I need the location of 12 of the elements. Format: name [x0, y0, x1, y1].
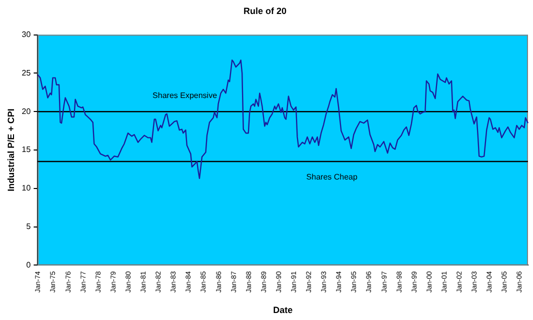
ref-line-label: Shares Cheap: [306, 172, 358, 182]
y-tick-label: 30: [22, 30, 32, 40]
y-tick-label: 20: [22, 106, 32, 116]
chart-title: Rule of 20: [243, 6, 287, 16]
ref-line-label: Shares Expensive: [152, 90, 218, 100]
x-axis-title: Date: [273, 305, 293, 316]
y-tick-label: 25: [22, 68, 32, 78]
y-tick-label: 0: [26, 260, 32, 270]
y-tick-label: 5: [26, 222, 32, 232]
y-tick-label: 15: [22, 145, 32, 154]
y-tick-label: 10: [22, 184, 32, 193]
y-axis-title: Industrial P/E + CPI: [6, 108, 16, 192]
